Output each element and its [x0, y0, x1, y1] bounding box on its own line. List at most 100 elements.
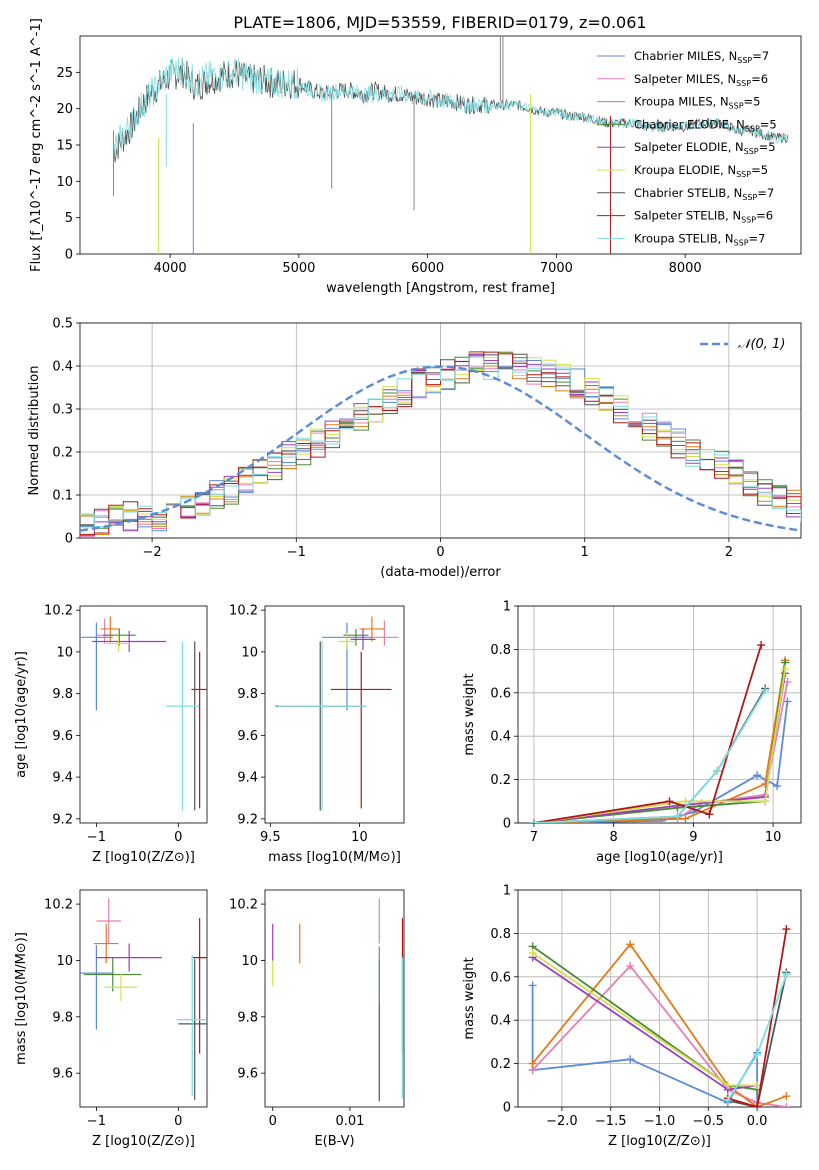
axis-ticks: −1 0 9.6 9.8 10 10.2 [44, 898, 182, 1129]
x-tick-label: −1 [87, 1114, 106, 1129]
errorbar-point [96, 943, 162, 972]
axes-frame [79, 605, 208, 824]
y-tick-label: 9.4 [237, 771, 258, 786]
errorbar-point [191, 651, 207, 809]
y-tick-label: 10.2 [229, 604, 258, 619]
y-tick-label: 9.4 [52, 771, 73, 786]
x-tick-label: 0 [269, 1114, 277, 1129]
y-tick-label: 9.8 [237, 687, 258, 702]
x-axis-label: Z [log10(Z/Z⊙)] [608, 1134, 711, 1149]
y-tick-label: 9.6 [52, 729, 73, 744]
y-axis-label: mass [log10(M/M⊙)] [14, 932, 29, 1065]
x-tick-label: −1 [87, 830, 106, 845]
axis-ticks: 9.5 10 9.2 9.4 9.6 9.8 10 10.2 [229, 604, 368, 845]
y-tick-label: 0.4 [490, 730, 511, 745]
figure-title: PLATE=1806, MJD=53559, FIBERID=0179, z=0… [233, 13, 646, 32]
gridlines [518, 889, 801, 1108]
weight-marker [782, 1103, 791, 1107]
x-tick-label: 7 [530, 830, 538, 845]
errorbar-point [80, 944, 113, 1030]
age-vs-Z-chart: −1 0 9.2 9.4 9.6 9.8 10 10.2 Z [log10(Z/Z⊙)] age … [14, 604, 208, 865]
errorbar-point [80, 622, 113, 711]
weight-series-line [531, 985, 758, 1107]
y-tick-label: 0.4 [490, 1014, 511, 1029]
y-tick-label: 1 [503, 600, 511, 615]
errorbar-point [100, 616, 121, 642]
errorbar-point [191, 918, 207, 1054]
legend-entry: Kroupa ELODIE, NSSP=5 [634, 163, 768, 179]
weight-lines [528, 925, 791, 1107]
weight-marker [528, 981, 537, 990]
x-tick-label: 9 [689, 830, 697, 845]
y-axis-label: Normed distribution [27, 366, 42, 496]
y-tick-label: 9.2 [237, 812, 258, 827]
x-axis-label: age [log10(age/yr)] [596, 850, 723, 865]
legend-entry: Salpeter STELIB, NSSP=6 [634, 209, 773, 225]
y-tick-label: 0.2 [490, 1057, 511, 1072]
x-tick-label: −0.5 [693, 1114, 725, 1129]
legend-entry: Kroupa MILES, NSSP=5 [634, 95, 760, 111]
legend-entry: Chabrier ELODIE, NSSP=5 [634, 117, 777, 133]
weight-marker [681, 814, 690, 823]
massweight-vs-age-chart: 7 8 9 10 0 0.2 0.4 0.6 0.8 1 age [log10(age/yr)] ma… [462, 600, 802, 865]
axes-frame [79, 889, 208, 1108]
errorbar-point [275, 641, 365, 811]
errorbars [80, 898, 207, 1100]
weight-marker [782, 925, 791, 934]
weight-marker [665, 797, 674, 806]
y-tick-label: 9.8 [237, 1010, 258, 1025]
y-tick-label: 0.8 [490, 643, 511, 658]
y-axis-label: age [log10(age/yr)] [14, 651, 29, 778]
x-axis-label: mass [log10(M/M⊙)] [268, 850, 401, 865]
weight-marker [757, 641, 766, 650]
x-tick-label: 1 [581, 545, 589, 560]
errorbar-point [175, 954, 207, 1096]
y-tick-label: 0.8 [490, 927, 511, 942]
mass-vs-Z-chart: −1 0 9.6 9.8 10 10.2 Z [log10(Z/Z⊙)] mass [log1… [14, 889, 208, 1149]
x-tick-label: 8 [610, 830, 618, 845]
y-tick-label: 0.2 [490, 773, 511, 788]
axis-ticks: 7 8 9 10 0 0.2 0.4 0.6 0.8 1 [490, 600, 781, 846]
errorbar-point [104, 973, 138, 1002]
y-tick-label: 5 [65, 211, 73, 226]
errorbar-point [84, 957, 142, 992]
axis-ticks: 0 0.01 9.6 9.8 10 10.2 [229, 898, 364, 1129]
weight-series-line [533, 668, 786, 823]
y-tick-label: 10 [241, 645, 258, 660]
errorbar-point [330, 651, 392, 809]
x-axis-label: (data-model)/error [380, 565, 501, 580]
y-tick-label: 9.8 [52, 1010, 73, 1025]
weight-marker [773, 782, 782, 791]
errorbar-point [370, 620, 399, 646]
axis-ticks: −1 0 9.2 9.4 9.6 9.8 10 10.2 [44, 604, 182, 845]
weight-marker [529, 819, 538, 823]
x-tick-label: 8000 [669, 261, 702, 276]
weight-marker [626, 940, 635, 949]
weight-marker [782, 1092, 791, 1101]
errorbars [272, 898, 404, 1102]
x-tick-label: −2.0 [546, 1114, 578, 1129]
y-tick-label: 9.6 [52, 1067, 73, 1082]
legend-entry: Salpeter MILES, NSSP=6 [634, 72, 768, 88]
x-tick-label: 5000 [282, 261, 315, 276]
weight-marker [761, 686, 770, 695]
x-tick-label: 7000 [540, 261, 573, 276]
axes-frame [79, 322, 802, 539]
y-tick-label: 9.6 [237, 1067, 258, 1082]
residuals-chart: −2 −1 0 1 2 0 0.1 0.2 0.3 0.4 0.5 (data-model)/erro… [27, 317, 802, 580]
age-vs-mass-chart: 9.5 10 9.2 9.4 9.6 9.8 10 10.2 mass [log10(M/M⊙)… [229, 604, 405, 865]
weight-series-line [727, 972, 788, 1107]
y-tick-label: 9.8 [52, 687, 73, 702]
weight-marker [753, 1050, 762, 1059]
y-axis-label: Flux [f_λ10^-17 erg cm^-2 s^-1 A^-1] [29, 18, 44, 272]
y-tick-label: 15 [56, 139, 73, 154]
weight-series-line [533, 644, 762, 823]
weight-marker [753, 771, 762, 780]
x-tick-label: 0.0 [747, 1114, 768, 1129]
y-tick-label: 0 [503, 1101, 511, 1116]
axis-ticks: 4000 5000 6000 7000 8000 0 5 10 15 20 25 [56, 66, 701, 276]
weight-marker [626, 961, 635, 970]
weight-marker [781, 664, 790, 673]
x-tick-label: 10 [765, 830, 782, 845]
x-tick-label: −2 [143, 545, 162, 560]
